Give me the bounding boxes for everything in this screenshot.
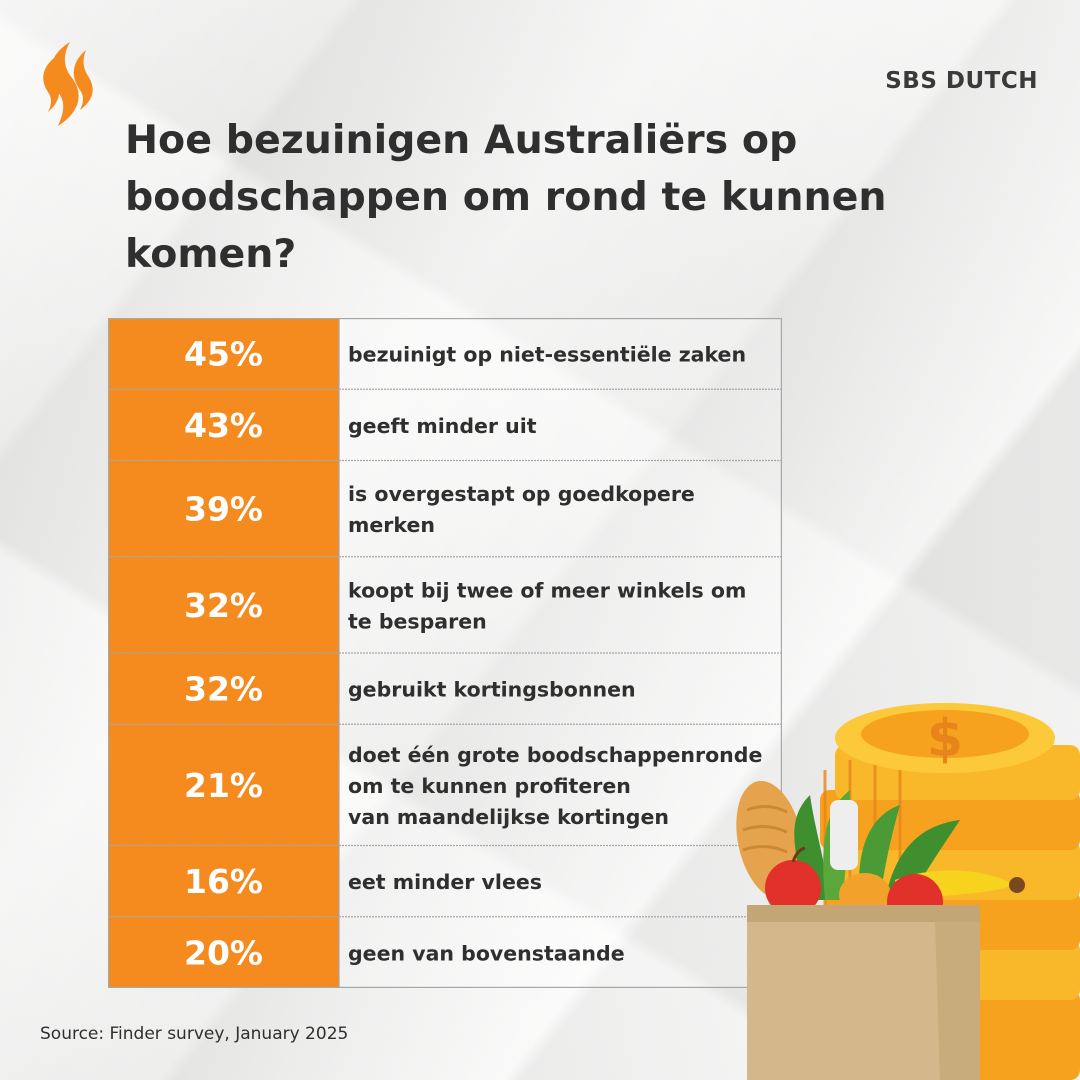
svg-text:$: $ <box>927 709 963 769</box>
value-cell <box>108 916 339 988</box>
category-label: is overgestapt op goedkopere <box>348 482 695 506</box>
value-label: 32% <box>184 670 263 709</box>
label-cell <box>339 724 782 846</box>
grocery-bag-icon <box>736 780 1025 1080</box>
value-cell <box>108 653 339 725</box>
value-label: 20% <box>184 933 263 972</box>
label-cell <box>339 556 782 653</box>
sbs-logo-icon <box>43 42 93 126</box>
value-label: 32% <box>184 586 263 625</box>
category-label: merken <box>348 513 435 537</box>
value-label: 45% <box>184 335 263 374</box>
category-label: van maandelijkse kortingen <box>348 805 669 829</box>
label-cell <box>339 916 782 988</box>
value-cell <box>108 556 339 653</box>
category-label: geen van bovenstaande <box>348 941 625 965</box>
brand-label: SBS DUTCH <box>885 68 1038 94</box>
label-cell <box>339 389 782 461</box>
source-note: Source: Finder survey, January 2025 <box>40 1024 349 1044</box>
value-cell <box>108 460 339 557</box>
page-title: Hoe bezuinigen Australiërs op boodschapp… <box>125 117 887 277</box>
value-cell <box>108 318 339 390</box>
value-cell <box>108 389 339 461</box>
table-border <box>108 318 782 988</box>
category-label: te besparen <box>348 609 487 633</box>
value-label: 43% <box>184 406 263 445</box>
label-cell <box>339 318 782 390</box>
category-label: bezuinigt op niet-essentiële zaken <box>348 343 746 367</box>
label-cell <box>339 460 782 557</box>
value-label: 16% <box>184 862 263 901</box>
category-label: doet één grote boodschappenronde <box>348 743 762 767</box>
category-label: eet minder vlees <box>348 870 542 894</box>
value-cell <box>108 845 339 917</box>
category-label: geeft minder uit <box>348 414 537 438</box>
coins-grocery-illustration: $ <box>736 703 1080 1080</box>
value-label: 39% <box>184 490 263 529</box>
category-label: koopt bij twee of meer winkels om <box>348 578 746 602</box>
survey-table: 45% bezuinigt op niet-essentiële zaken 43%… <box>108 318 782 988</box>
category-label: om te kunnen profiteren <box>348 774 631 798</box>
label-cell <box>339 653 782 725</box>
value-label: 21% <box>184 766 263 805</box>
category-label: gebruikt kortingsbonnen <box>348 678 636 702</box>
label-cell <box>339 845 782 917</box>
value-cell <box>108 724 339 846</box>
